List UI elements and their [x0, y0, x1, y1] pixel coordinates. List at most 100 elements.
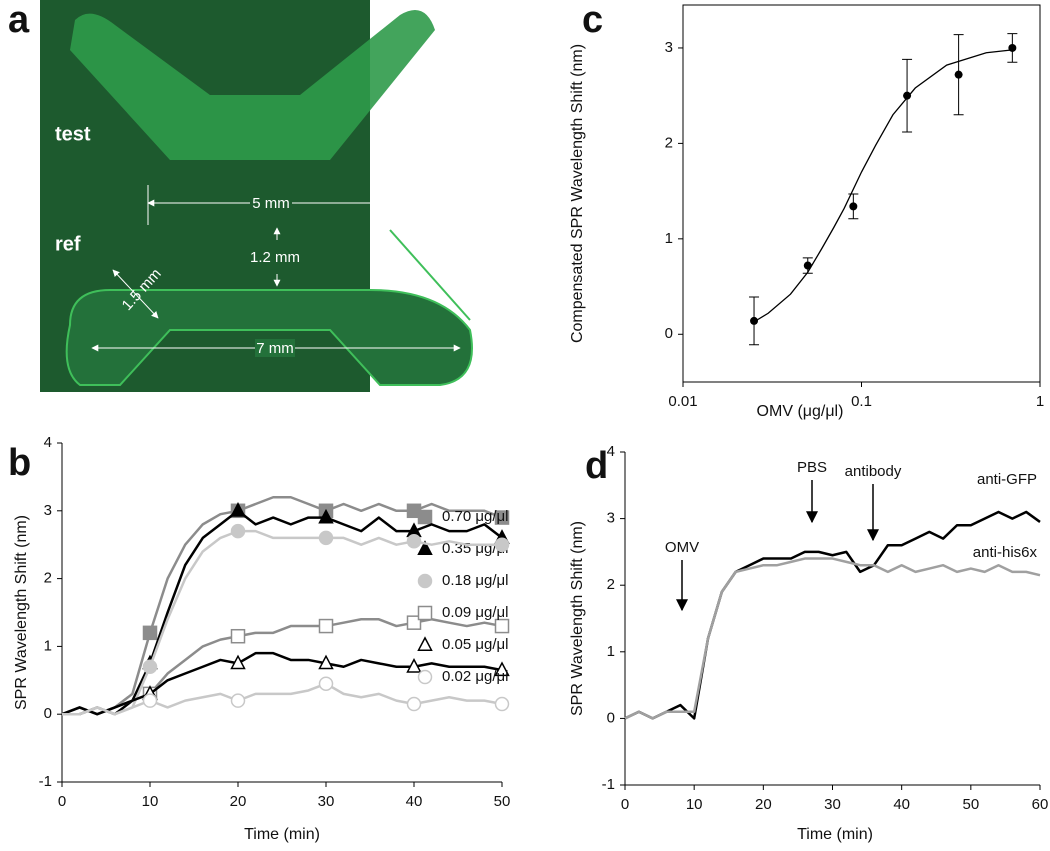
image-label: ref: [55, 233, 81, 255]
y-tick-label: 3: [607, 510, 615, 527]
panel-letter: a: [8, 0, 30, 41]
x-tick-label: 0.1: [851, 393, 872, 410]
legend-marker: [417, 509, 433, 525]
y-tick-label: 1: [607, 643, 615, 660]
label-bg: [250, 194, 292, 212]
y-tick-label: 0: [607, 709, 615, 726]
y-tick-label: -1: [602, 776, 615, 793]
x-tick-label: 40: [406, 793, 423, 810]
series-line: [62, 529, 502, 716]
legend-marker: [417, 540, 433, 555]
marker: [494, 510, 510, 525]
legend-label: 0.70 μg/μl: [442, 508, 509, 525]
data-point: [803, 261, 812, 270]
series-line: [61, 651, 503, 716]
marker: [318, 530, 334, 546]
legend-marker: [417, 573, 433, 589]
legend-label: 0.09 μg/μl: [442, 604, 509, 621]
y-tick-label: 3: [44, 502, 52, 519]
y-tick-label: 3: [665, 39, 673, 56]
marker: [406, 696, 422, 712]
data-point: [903, 91, 912, 100]
data-point: [750, 316, 759, 325]
x-tick-label: 50: [494, 793, 511, 810]
y-tick-label: 1: [665, 230, 673, 247]
annotation: antibody: [845, 463, 902, 480]
series-line: [61, 495, 503, 716]
x-tick-label: 10: [686, 796, 703, 813]
y-axis-title: SPR Wavelength Shift (nm): [13, 515, 30, 710]
y-axis-title: SPR Wavelength Shift (nm): [569, 521, 586, 716]
series-line: [624, 557, 1041, 720]
series-line: [624, 510, 1041, 720]
marker: [494, 696, 510, 712]
y-tick-label: 4: [44, 434, 52, 451]
series-label: anti-his6x: [973, 544, 1038, 561]
y-tick-label: 4: [607, 443, 615, 460]
y-tick-label: 0: [44, 705, 52, 722]
legend-marker: [417, 669, 433, 685]
panel-letter: d: [585, 445, 608, 487]
x-tick-label: 40: [893, 796, 910, 813]
y-tick-label: 0: [665, 325, 673, 342]
image-label: 5 mm: [252, 195, 290, 212]
image-label: test: [55, 123, 91, 145]
legend-label: 0.18 μg/μl: [442, 572, 509, 589]
x-tick-label: 0: [58, 793, 66, 810]
y-tick-label: -1: [39, 773, 52, 790]
image-label: 1 mm: [430, 185, 468, 202]
marker: [230, 523, 246, 539]
legend-label: 0.05 μg/μl: [442, 636, 509, 653]
fit-curve: [753, 49, 1013, 323]
plot-frame: [682, 4, 1041, 383]
x-tick-label: 30: [318, 793, 335, 810]
series-line: [62, 682, 503, 716]
x-tick-label: 10: [142, 793, 159, 810]
data-point: [849, 202, 858, 211]
marker: [318, 676, 334, 691]
x-tick-label: 20: [755, 796, 772, 813]
series-label: anti-GFP: [977, 471, 1037, 488]
marker: [318, 618, 334, 634]
marker: [494, 618, 510, 634]
panel-letter: c: [582, 0, 603, 41]
x-tick-label: 20: [230, 793, 247, 810]
x-axis-title: OMV (μg/μl): [757, 403, 844, 420]
panel-letter: b: [8, 442, 31, 484]
marker: [406, 615, 422, 630]
image-label: 7 mm: [256, 340, 294, 357]
marker: [318, 654, 334, 670]
image-label: 1.2 mm: [250, 249, 300, 266]
x-tick-label: 0: [621, 796, 629, 813]
x-tick-label: 60: [1032, 796, 1049, 813]
y-tick-label: 1: [44, 637, 52, 654]
data-point: [954, 70, 963, 79]
legend-marker: [417, 636, 433, 651]
marker: [494, 661, 510, 677]
marker: [406, 534, 422, 549]
marker: [494, 537, 510, 552]
x-axis-title: Time (min): [797, 826, 873, 843]
legend-label: 0.02 μg/μl: [442, 668, 509, 685]
marker: [406, 657, 422, 673]
x-tick-label: 1: [1036, 393, 1044, 410]
legend-marker: [417, 605, 433, 621]
annotation: OMV: [665, 539, 699, 556]
data-point: [1008, 43, 1017, 52]
x-tick-label: 30: [824, 796, 841, 813]
y-tick-label: 2: [665, 134, 673, 151]
micrograph: [40, 0, 473, 392]
annotation: PBS: [797, 459, 827, 476]
dimension-line: [112, 269, 159, 319]
x-tick-label: 50: [962, 796, 979, 813]
marker: [230, 693, 246, 708]
label-bg: [255, 339, 295, 357]
marker: [318, 508, 334, 524]
marker: [142, 659, 158, 674]
y-tick-label: 2: [44, 570, 52, 587]
y-axis-title: Compensated SPR Wavelength Shift (nm): [569, 44, 586, 343]
x-axis-title: Time (min): [244, 826, 320, 843]
y-tick-label: 2: [607, 576, 615, 593]
x-tick-label: 0.01: [668, 393, 697, 410]
